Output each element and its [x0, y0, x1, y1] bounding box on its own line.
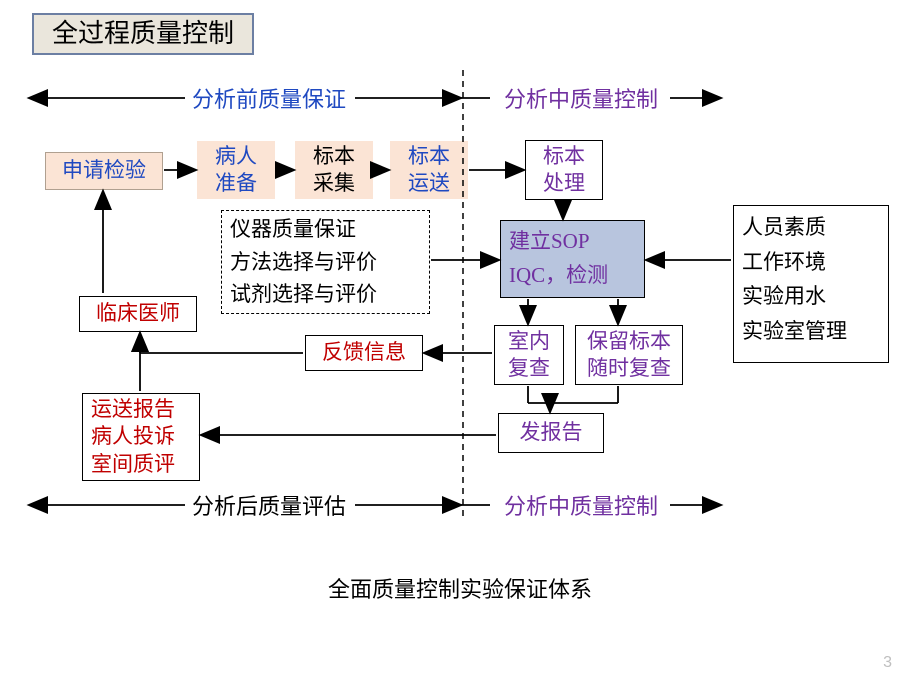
keep-sample-box: 保留标本 随时复查: [575, 325, 683, 385]
report-box: 发报告: [498, 413, 604, 453]
doctor-text: 临床医师: [96, 300, 180, 327]
section-mid-bottom: 分析中质量控制: [504, 493, 658, 522]
title-text: 全过程质量控制: [52, 17, 234, 51]
complaints-box: 运送报告 病人投诉 室间质评: [82, 393, 200, 481]
sample-process-text: 标本 处理: [543, 143, 585, 198]
apply-text: 申请检验: [62, 157, 146, 184]
patient-prep-text: 病人 准备: [215, 143, 257, 198]
internal-review-text: 室内 复查: [508, 328, 550, 383]
right-list-text: 人员素质 工作环境 实验用水 实验室管理: [742, 210, 847, 349]
right-list-box: 人员素质 工作环境 实验用水 实验室管理: [733, 205, 889, 363]
page-number: 3: [883, 654, 892, 672]
feedback-box: 反馈信息: [305, 335, 423, 371]
doctor-box: 临床医师: [79, 296, 197, 332]
internal-review-box: 室内 复查: [494, 325, 564, 385]
section-post-bottom: 分析后质量评估: [192, 493, 346, 522]
sop-box: 建立SOP IQC，检测: [500, 220, 645, 298]
section-pre-top: 分析前质量保证: [192, 86, 346, 115]
sample-collect-text: 标本 采集: [313, 143, 355, 198]
report-text: 发报告: [520, 419, 583, 446]
feedback-text: 反馈信息: [322, 339, 406, 366]
caption: 全面质量控制实验保证体系: [0, 576, 920, 605]
instrument-box: 仪器质量保证 方法选择与评价 试剂选择与评价: [221, 210, 430, 314]
keep-sample-text: 保留标本 随时复查: [587, 328, 671, 383]
sop-text: 建立SOP IQC，检测: [509, 225, 608, 292]
section-mid-top: 分析中质量控制: [504, 86, 658, 115]
complaints-text: 运送报告 病人投诉 室间质评: [91, 396, 175, 478]
sample-process-box: 标本 处理: [525, 140, 603, 200]
title-box: 全过程质量控制: [32, 13, 254, 55]
sample-collect-box: 标本 采集: [295, 141, 373, 199]
sample-send-text: 标本 运送: [408, 143, 450, 198]
sample-send-box: 标本 运送: [390, 141, 468, 199]
instrument-text: 仪器质量保证 方法选择与评价 试剂选择与评价: [230, 213, 377, 311]
patient-prep-box: 病人 准备: [197, 141, 275, 199]
apply-box: 申请检验: [45, 152, 163, 190]
